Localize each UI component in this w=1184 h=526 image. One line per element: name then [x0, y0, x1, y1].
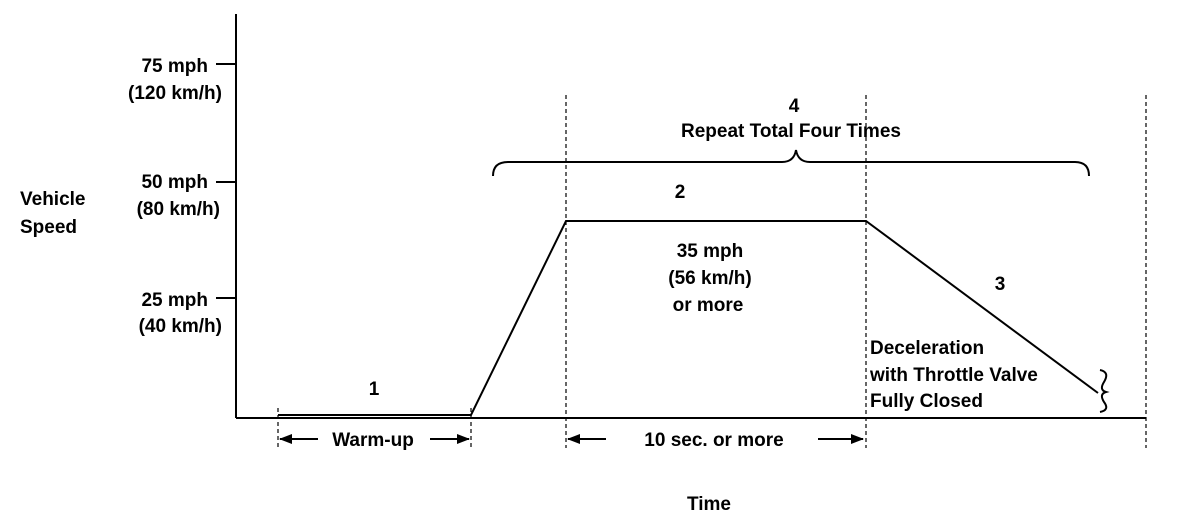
cruise-speed-or-more: or more [673, 295, 744, 316]
cruise-speed-mph: 35 mph [677, 241, 744, 262]
step-4-label: 4 [789, 96, 800, 117]
x-axis-label: Time [687, 494, 731, 515]
decel-annotation-line2: with Throttle Valve [869, 365, 1038, 386]
tick-label-50-kmh: (80 km/h) [137, 199, 220, 220]
y-axis-label-line2: Speed [20, 217, 77, 238]
decel-end-brace [1099, 369, 1110, 413]
duration-label: 10 sec. or more [644, 430, 783, 451]
y-axis-label-line1: Vehicle [20, 189, 86, 210]
tick-label-25-mph: 25 mph [141, 290, 208, 311]
warmup-label: Warm-up [332, 430, 414, 451]
decel-annotation-line1: Deceleration [870, 338, 984, 359]
duration-arrow-left-head [567, 434, 580, 444]
repeat-annotation: Repeat Total Four Times [681, 121, 901, 142]
decel-annotation-line3: Fully Closed [870, 391, 983, 412]
warmup-arrow-right-head [457, 434, 470, 444]
warmup-arrow-left-head [279, 434, 292, 444]
step-2-label: 2 [675, 182, 686, 203]
step-3-label: 3 [995, 274, 1006, 295]
cruise-speed-kmh: (56 km/h) [668, 268, 751, 289]
step-1-label: 1 [369, 379, 380, 400]
tick-label-75-mph: 75 mph [141, 56, 208, 77]
tick-label-25-kmh: (40 km/h) [139, 316, 222, 337]
tick-label-75-kmh: (120 km/h) [128, 83, 222, 104]
duration-arrow-right-head [851, 434, 864, 444]
tick-label-50-mph: 50 mph [141, 172, 208, 193]
repeat-brace [492, 149, 1090, 177]
